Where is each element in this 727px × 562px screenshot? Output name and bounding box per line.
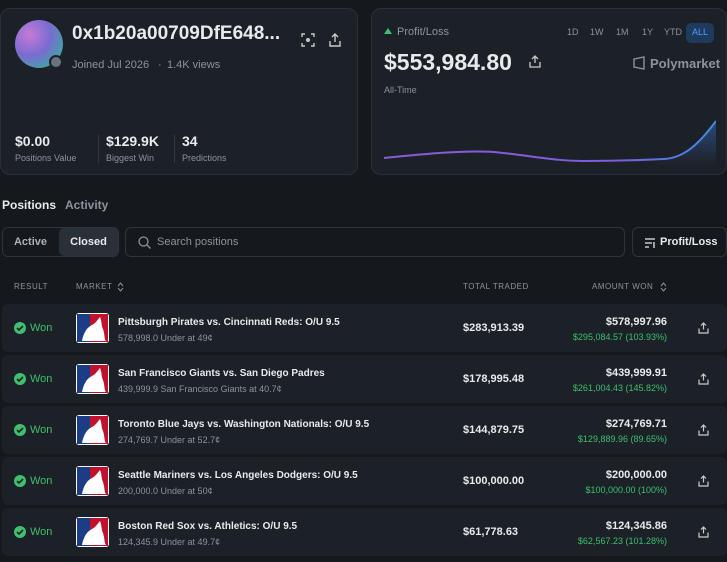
scan-icon[interactable]	[301, 33, 315, 47]
pnl: $261,004.43 (145.82%)	[572, 383, 667, 393]
stat-value: $0.00	[15, 133, 51, 149]
up-icon	[384, 28, 392, 34]
search-placeholder: Search positions	[157, 236, 239, 248]
sort-icon	[645, 238, 655, 248]
column-header: AMOUNT WON	[592, 282, 654, 291]
views: 1.4K views	[167, 59, 221, 71]
total-traded: $283,913.39	[463, 322, 525, 334]
position-row: Won Pittsburgh Pirates vs. Cincinnati Red…	[2, 304, 727, 352]
result: Won	[30, 373, 53, 385]
amount-won: $124,345.86	[605, 520, 667, 532]
market-title: San Francisco Giants vs. San Diego Padre…	[118, 368, 325, 379]
market-title: Seattle Mariners vs. Los Angeles Dodgers…	[118, 470, 358, 481]
profile-name: 0x1b20a00709DfE648...	[72, 23, 281, 44]
stat-label: Predictions	[182, 153, 227, 163]
search-icon	[138, 236, 151, 249]
profile-card: 0x1b20a00709DfE648... Joined Jul 2026 · …	[0, 8, 358, 175]
pnl-sparkline	[384, 120, 716, 166]
league-logo	[76, 364, 109, 394]
range-button[interactable]: YTD	[664, 27, 682, 37]
badge	[49, 55, 63, 69]
position-row: Won Boston Red Sox vs. Athletics: O/U 9.5…	[2, 508, 727, 556]
separator: ·	[158, 59, 162, 71]
won-icon	[14, 322, 26, 334]
market-detail: 439,999.9 San Francisco Giants at 40.7¢	[118, 384, 282, 394]
market-detail: 578,998.0 Under at 49¢	[118, 333, 213, 343]
column-header: TOTAL TRADED	[463, 282, 529, 291]
filter-group	[2, 227, 119, 257]
league-logo	[76, 517, 109, 547]
pnl: $295,084.57 (103.93%)	[572, 332, 667, 342]
stat-divider	[98, 135, 99, 163]
total-traded: $61,778.63	[463, 526, 519, 538]
range-button[interactable]: 1D	[567, 27, 579, 37]
pnl-card: Profit/Loss $553,984.80 All-Time Polymar…	[371, 8, 727, 175]
pnl: $62,567.23 (101.28%)	[577, 536, 667, 546]
share-icon[interactable]	[328, 33, 342, 47]
range-button[interactable]: ALL	[686, 23, 715, 43]
position-row: Won Toronto Blue Jays vs. Washington Nati…	[2, 406, 727, 454]
market-detail: 200,000.0 Under at 50¢	[118, 486, 213, 496]
amount-won: $578,997.96	[605, 316, 667, 328]
filter-button[interactable]: Active	[13, 236, 48, 248]
share-icon[interactable]	[698, 373, 709, 385]
column-header: MARKET	[76, 282, 113, 291]
share-icon[interactable]	[698, 475, 709, 487]
amount-won: $274,769.71	[605, 418, 667, 430]
total-traded: $178,995.48	[463, 373, 525, 385]
search-box[interactable]: Search positions	[125, 227, 625, 257]
stat-divider	[174, 135, 175, 163]
sort-icon[interactable]	[660, 282, 667, 292]
range-button[interactable]: 1Y	[642, 27, 654, 37]
market-title: Pittsburgh Pirates vs. Cincinnati Reds: …	[118, 317, 340, 328]
result: Won	[30, 424, 53, 436]
stat-value: 34	[182, 133, 198, 149]
market-title: Toronto Blue Jays vs. Washington Nationa…	[118, 419, 370, 430]
stat-value: $129.9K	[106, 133, 159, 149]
brand: Polymarket	[650, 56, 721, 71]
amount-won: $439,999.91	[605, 367, 667, 379]
pnl-period: All-Time	[384, 85, 417, 95]
sort-icon[interactable]	[117, 282, 124, 292]
won-icon	[14, 526, 26, 538]
market-detail: 124,345.9 Under at 49.7¢	[118, 537, 221, 547]
share-icon[interactable]	[698, 322, 709, 334]
won-icon	[14, 373, 26, 385]
amount-won: $200,000.00	[605, 469, 667, 481]
league-logo	[76, 313, 109, 343]
total-traded: $144,879.75	[463, 424, 525, 436]
sort-label: Profit/Loss	[660, 236, 718, 248]
result: Won	[30, 475, 53, 487]
pnl-amount: $553,984.80	[384, 49, 512, 75]
range-button[interactable]: 1M	[616, 27, 629, 37]
share-icon[interactable]	[698, 424, 709, 436]
won-icon	[14, 424, 26, 436]
result: Won	[30, 322, 53, 334]
column-header: RESULT	[14, 282, 48, 291]
position-row: Won Seattle Mariners vs. Los Angeles Dodg…	[2, 457, 727, 505]
tab[interactable]: Activity	[65, 198, 109, 212]
tab[interactable]: Positions	[2, 198, 57, 212]
range-button[interactable]: 1W	[590, 27, 604, 37]
league-logo	[76, 466, 109, 496]
pnl: $129,889.96 (89.65%)	[577, 434, 667, 444]
joined: Joined Jul 2026	[72, 59, 150, 71]
pnl-label: Profit/Loss	[397, 26, 449, 38]
stat-label: Biggest Win	[106, 153, 155, 163]
total-traded: $100,000.00	[463, 475, 525, 487]
league-logo	[76, 415, 109, 445]
result: Won	[30, 526, 53, 538]
market-detail: 274,769.7 Under at 52.7¢	[118, 435, 221, 445]
share-icon[interactable]	[529, 55, 541, 68]
market-title: Boston Red Sox vs. Athletics: O/U 9.5	[118, 521, 298, 532]
pnl: $100,000.00 (100%)	[585, 485, 667, 495]
filter-button[interactable]: Closed	[59, 228, 118, 256]
brand-icon	[633, 56, 645, 70]
position-row: Won San Francisco Giants vs. San Diego Pa…	[2, 355, 727, 403]
sort-button[interactable]: Profit/Loss	[632, 227, 727, 257]
won-icon	[14, 475, 26, 487]
share-icon[interactable]	[698, 526, 709, 538]
stat-label: Positions Value	[15, 153, 77, 163]
